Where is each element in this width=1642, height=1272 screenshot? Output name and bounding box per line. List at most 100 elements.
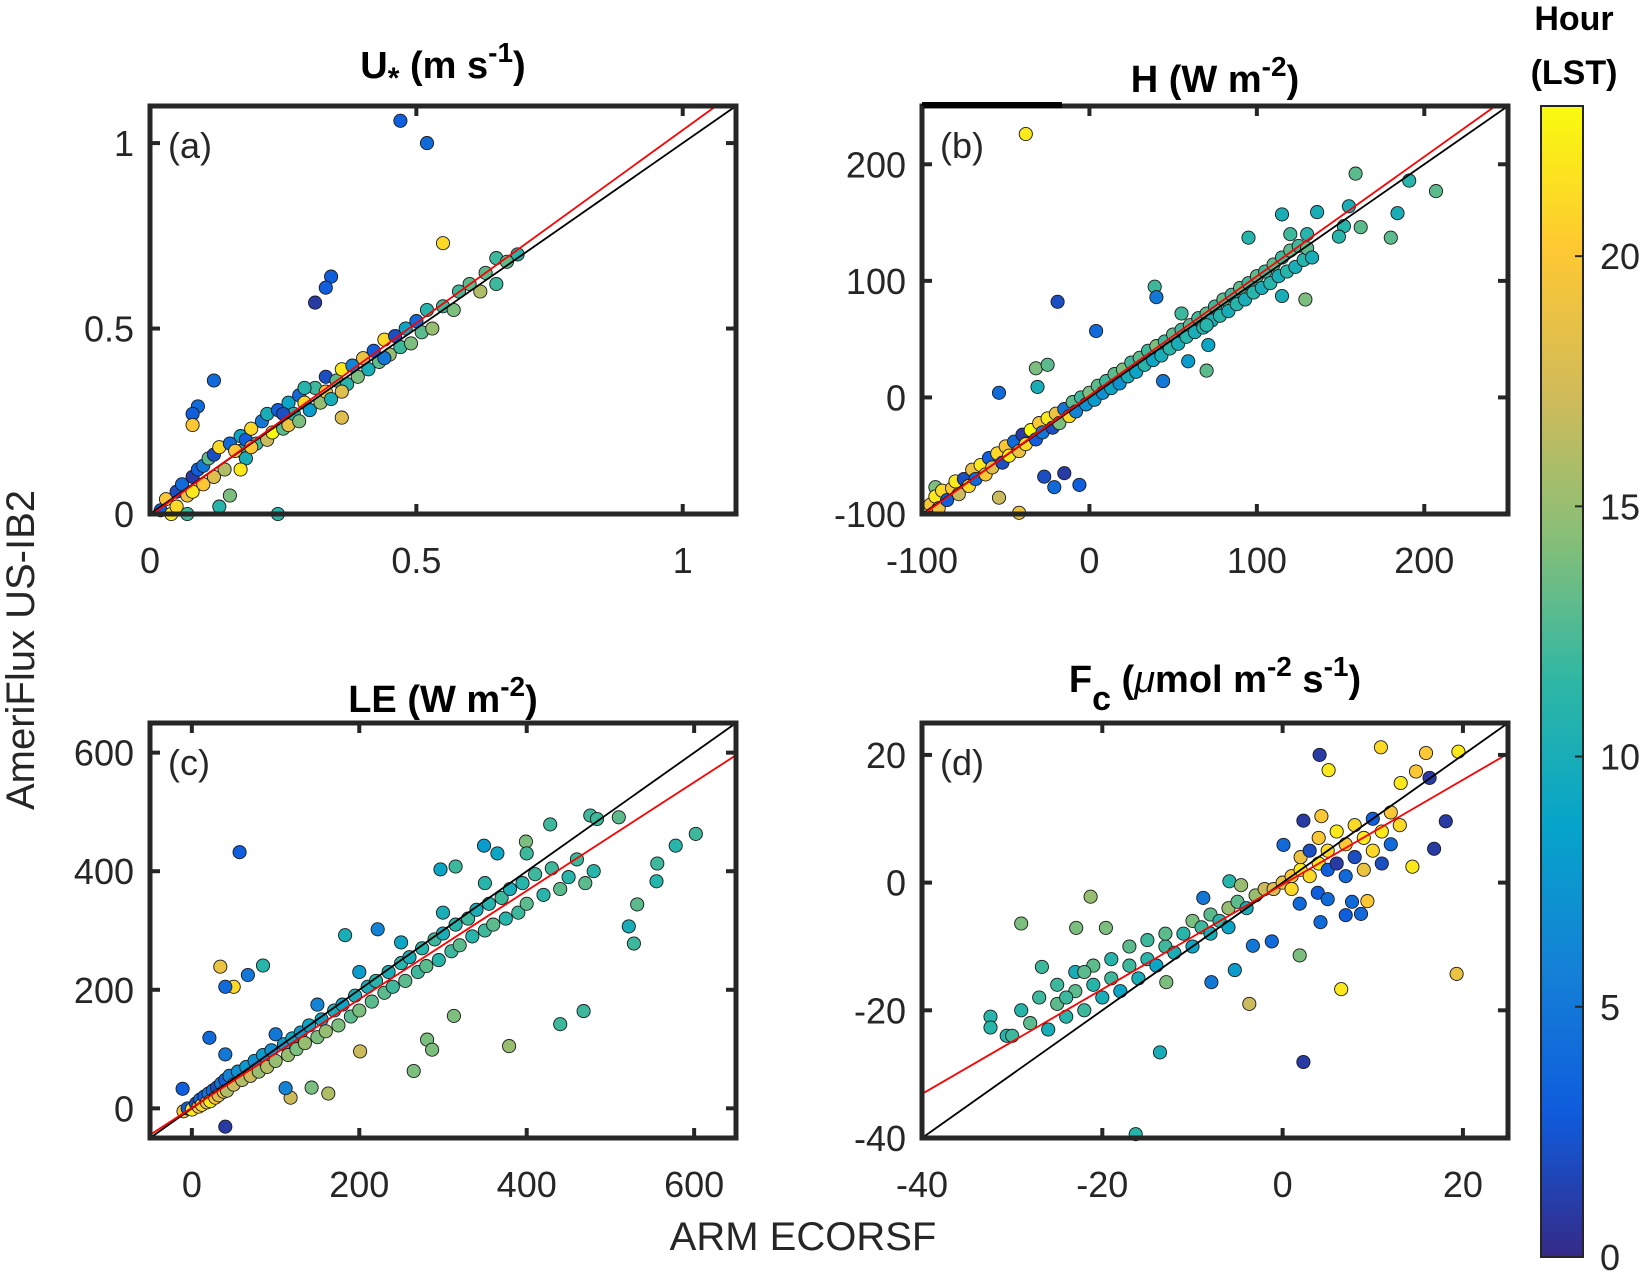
scatter-point <box>1196 890 1211 905</box>
scatter-point <box>1040 357 1055 372</box>
scatter-point <box>324 391 339 407</box>
scatter-point <box>425 1042 440 1057</box>
scatter-point <box>402 950 417 965</box>
scatter-point <box>1034 959 1049 974</box>
scatter-point <box>1292 896 1307 911</box>
title-segment: ) <box>513 45 526 87</box>
colorbar-label-line1: Hour <box>1534 0 1613 38</box>
scatter-point <box>1274 288 1290 304</box>
scatter-point <box>1383 230 1398 245</box>
scatter-point <box>1041 1022 1056 1037</box>
title-segment: ) <box>1348 659 1361 701</box>
scatter-point <box>1365 843 1380 858</box>
scatter-point <box>1059 990 1074 1005</box>
title-segment: * <box>388 62 400 95</box>
scatter-point <box>1131 971 1146 986</box>
scatter-point <box>553 881 568 897</box>
scatter-point <box>688 826 703 841</box>
colorbar-bar <box>1540 105 1584 1258</box>
scatter-point <box>278 1081 293 1096</box>
scatter-point <box>448 917 463 932</box>
scatter-point <box>1373 740 1388 755</box>
scatter-point <box>630 897 645 912</box>
scatter-point <box>222 488 237 503</box>
scatter-point <box>218 1047 233 1062</box>
scatter-point <box>1149 290 1164 305</box>
scatter-point <box>498 911 513 926</box>
title-segment: ) <box>525 679 538 721</box>
scatter-point <box>1234 878 1249 893</box>
scatter-point <box>1245 938 1260 953</box>
scatter-point <box>649 874 664 889</box>
x-axis-label: ARM ECORSF <box>670 1215 937 1259</box>
y-tick-label: 600 <box>74 733 134 774</box>
scatter-point <box>331 1018 346 1033</box>
scatter-point <box>1314 809 1329 824</box>
scatter-point <box>364 994 379 1009</box>
title-segment: c <box>1092 680 1111 718</box>
scatter-point <box>321 1086 336 1101</box>
x-tick-label: -20 <box>1076 1164 1128 1205</box>
scatter-point <box>435 236 451 251</box>
y-tick-label: 0 <box>886 863 906 904</box>
scatter-point <box>1030 379 1045 394</box>
scatter-point <box>544 861 559 876</box>
scatter-point <box>1086 977 1101 992</box>
scatter-point <box>1227 963 1242 978</box>
x-tick-label: 100 <box>1227 540 1287 581</box>
title-segment: ) <box>1287 59 1300 101</box>
scatter-point <box>452 938 467 953</box>
scatter-point <box>206 373 221 388</box>
scatter-point <box>1222 874 1237 889</box>
scatter-point <box>991 490 1007 505</box>
y-tick-label: 200 <box>74 970 134 1011</box>
scatter-point <box>406 1063 421 1079</box>
y-tick-label: -20 <box>854 990 906 1031</box>
title-segment: -1 <box>1324 651 1349 682</box>
scatter-point <box>403 336 419 351</box>
scatter-point <box>304 1080 319 1095</box>
scatter-point <box>553 1017 568 1032</box>
scatter-point <box>519 846 534 861</box>
scatter-point <box>1201 337 1216 353</box>
scatter-panel-a: 0 0.5 1 0 0.5 1 (a) U* (m s-1) <box>84 37 739 581</box>
scatter-point <box>334 384 349 399</box>
y-tick-label: 400 <box>74 851 134 892</box>
y-tick-label: 0 <box>886 377 906 418</box>
scatter-point <box>536 887 551 902</box>
y-tick-label: 0 <box>114 1088 134 1129</box>
y-tick-label: 1 <box>114 123 134 164</box>
x-tick-label: 0.5 <box>391 540 441 581</box>
title-segment: U <box>360 45 387 87</box>
scatter-point <box>318 280 333 295</box>
scatter-point <box>1199 363 1214 378</box>
x-tick-label: 1 <box>673 540 693 581</box>
colorbar-tick-label: 15 <box>1600 486 1640 527</box>
scatter-point <box>1057 466 1072 481</box>
scatter-point <box>175 1081 190 1096</box>
scatter-point <box>486 917 501 932</box>
panel-title: H (W m-2) <box>1131 51 1299 101</box>
scatter-point <box>1392 818 1407 833</box>
scatter-point <box>308 295 323 310</box>
axes-box <box>919 103 1511 517</box>
scatter-point <box>1181 354 1196 369</box>
scatter-point <box>490 846 505 861</box>
colorbar: Hour (LST) 0 5 10 15 20 <box>1531 0 1640 1272</box>
axes-box <box>919 720 1511 1141</box>
scatter-point <box>494 890 509 905</box>
scatter-point <box>446 1008 461 1023</box>
scatter-point <box>518 834 533 849</box>
scatter-point <box>1390 206 1405 221</box>
title-segment: (m s <box>399 45 488 87</box>
scatter-point <box>1310 885 1325 900</box>
scatter-point <box>232 845 247 860</box>
scatter-point <box>318 1024 333 1039</box>
scatter-point <box>370 922 385 937</box>
title-segment: mol m <box>1155 659 1267 701</box>
title-segment: -2 <box>1262 51 1287 82</box>
scatter-panel-d: -40 -20 0 20 -40 -20 0 20 (d) Fc (μmol m-2 s-1) <box>854 651 1511 1205</box>
title-segment: ( <box>1111 659 1135 701</box>
scatter-point <box>233 462 248 477</box>
x-tick-label: 600 <box>664 1164 724 1205</box>
